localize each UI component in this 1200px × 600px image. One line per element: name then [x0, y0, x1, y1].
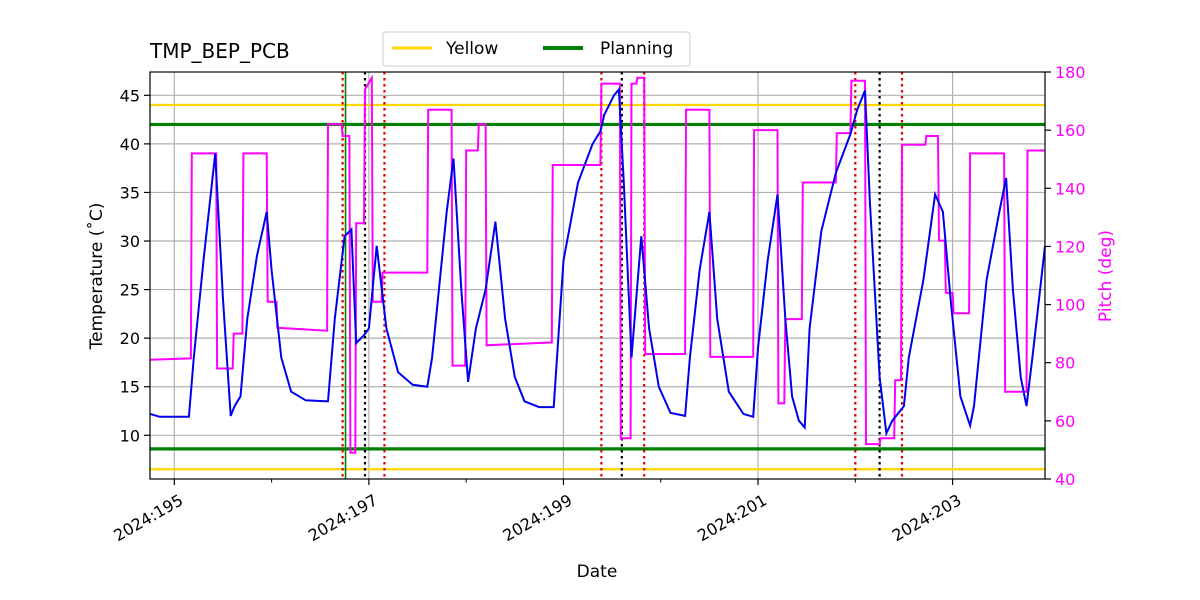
y-tick-label: 45 [120, 86, 140, 105]
limit-lines [150, 103, 1045, 471]
series-layer [149, 74, 1046, 454]
y-tick-label: 20 [120, 329, 140, 348]
legend-box [382, 31, 691, 67]
y2-tick-label: 140 [1055, 179, 1086, 198]
chart-title: TMP_BEP_PCB [149, 39, 290, 63]
y-tick-label: 35 [120, 183, 140, 202]
y-axis-ticks: 10 15 20 25 30 35 40 45 [120, 86, 150, 445]
y2-tick-label: 180 [1055, 63, 1086, 82]
legend-label-yellow: Yellow [445, 39, 498, 59]
legend: Yellow Planning [382, 31, 691, 67]
y-tick-label: 25 [120, 281, 140, 300]
y2-tick-label: 60 [1055, 412, 1075, 431]
pitch-series-line [149, 74, 1045, 454]
y2-tick-label: 40 [1055, 470, 1075, 489]
y2-tick-label: 80 [1055, 354, 1075, 373]
x-axis-label: Date [577, 562, 618, 582]
y-tick-label: 10 [120, 426, 140, 445]
y2-tick-label: 100 [1055, 296, 1086, 315]
legend-label-planning: Planning [600, 39, 673, 59]
temperature-series-line [149, 86, 1046, 437]
plot-frame [149, 71, 1046, 480]
y2-tick-label: 160 [1055, 121, 1086, 140]
y-tick-label: 15 [120, 378, 140, 397]
y2-tick-label: 120 [1055, 237, 1086, 256]
y-tick-label: 30 [120, 232, 140, 251]
y-tick-label: 40 [120, 135, 140, 154]
y-axis-label: Temperature (˚C) [86, 203, 107, 351]
y2-axis-label: Pitch (deg) [1096, 230, 1116, 322]
y2-axis-ticks: 40 60 80 100 120 140 160 180 [1045, 63, 1086, 489]
